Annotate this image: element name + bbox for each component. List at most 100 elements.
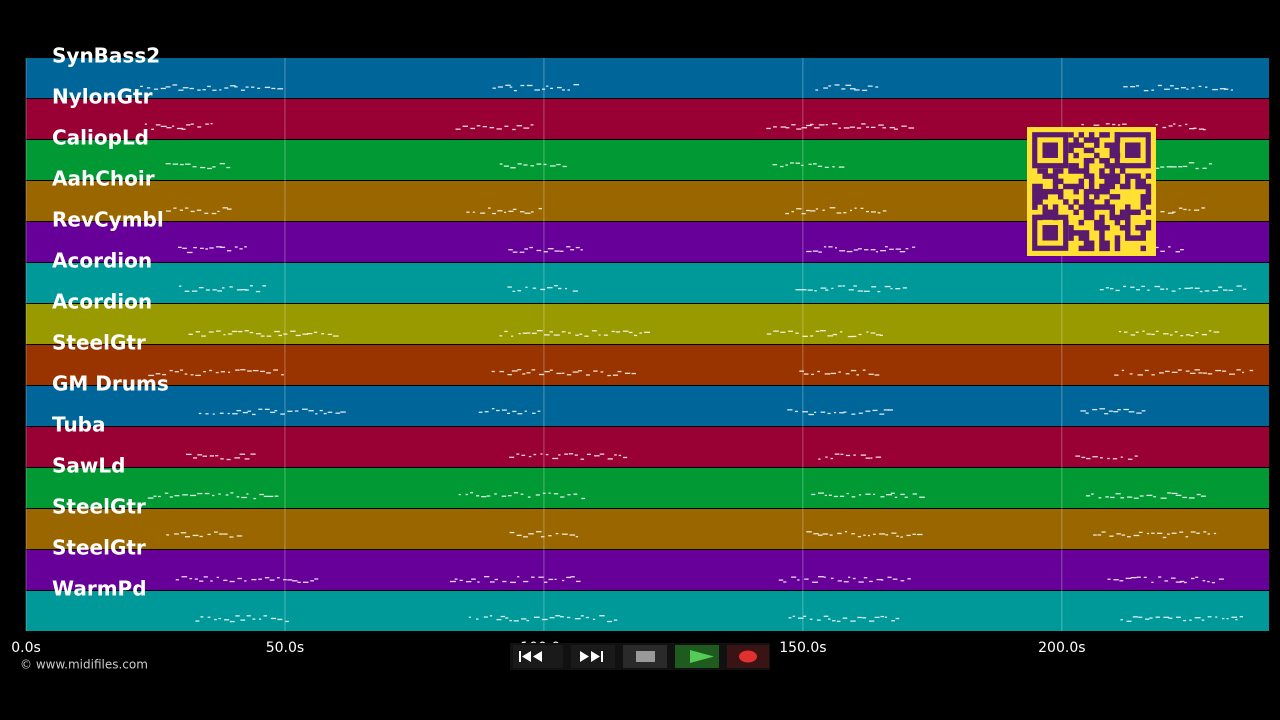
- note: [888, 409, 893, 411]
- note: [1188, 209, 1191, 211]
- note: [478, 411, 483, 413]
- note: [1135, 331, 1139, 333]
- qr-cell: [1088, 214, 1095, 221]
- note: [302, 408, 308, 410]
- note: [234, 246, 238, 248]
- qr-cell: [1073, 188, 1079, 195]
- qr-cell: [1114, 214, 1121, 221]
- note: [1164, 580, 1169, 582]
- rewind-button[interactable]: [513, 645, 563, 668]
- note: [205, 248, 209, 250]
- fast-forward-button[interactable]: [571, 645, 615, 668]
- note: [244, 246, 247, 248]
- qr-cell: [1052, 204, 1059, 210]
- note: [857, 616, 862, 619]
- note: [1119, 580, 1124, 582]
- note: [564, 287, 568, 290]
- note: [524, 212, 531, 214]
- record-button[interactable]: [727, 645, 769, 668]
- qr-cell: [1047, 209, 1054, 216]
- note: [519, 251, 525, 253]
- note: [1236, 369, 1241, 371]
- note: [258, 578, 262, 580]
- track-lane: [26, 591, 1269, 631]
- qr-cell: [1057, 194, 1064, 200]
- note: [249, 331, 254, 334]
- note: [1213, 532, 1217, 535]
- note: [1207, 580, 1210, 583]
- qr-cell: [1140, 194, 1146, 200]
- note: [205, 413, 209, 415]
- note: [1107, 457, 1110, 460]
- qr-cell: [1088, 137, 1095, 143]
- note: [1236, 285, 1242, 287]
- note: [1085, 495, 1091, 497]
- note: [297, 581, 301, 583]
- note: [1162, 126, 1167, 129]
- play-button[interactable]: [675, 645, 719, 668]
- note: [266, 372, 271, 374]
- qr-cell: [1109, 194, 1116, 200]
- note: [327, 333, 333, 336]
- note: [870, 332, 876, 334]
- qr-cell: [1109, 204, 1116, 210]
- qr-cell: [1109, 173, 1116, 179]
- note: [1135, 289, 1140, 291]
- note: [870, 457, 873, 459]
- track-lane: [26, 550, 1269, 590]
- note: [860, 454, 867, 456]
- note: [147, 497, 154, 499]
- note: [533, 616, 540, 618]
- note: [1165, 288, 1168, 290]
- note: [205, 289, 210, 291]
- note: [1151, 532, 1155, 534]
- note: [153, 495, 157, 497]
- note: [1136, 576, 1141, 578]
- tick-label: 200.0s: [1038, 640, 1085, 656]
- note: [869, 620, 875, 622]
- note: [593, 370, 598, 372]
- qr-cell: [1104, 183, 1110, 190]
- note: [1164, 88, 1170, 90]
- note: [219, 89, 222, 91]
- note: [884, 246, 888, 248]
- qr-cell: [1109, 168, 1116, 174]
- note: [251, 86, 255, 88]
- note: [840, 453, 844, 455]
- note: [1195, 331, 1199, 334]
- qr-cell: [1083, 173, 1090, 179]
- note: [866, 331, 869, 333]
- note: [554, 250, 560, 252]
- note: [535, 531, 542, 533]
- note: [564, 453, 569, 455]
- note: [1168, 125, 1173, 127]
- note: [872, 409, 878, 412]
- stop-button[interactable]: [623, 645, 667, 668]
- note: [528, 455, 532, 458]
- note: [810, 210, 816, 212]
- note: [905, 248, 909, 250]
- note: [1156, 532, 1163, 534]
- qr-cell: [1083, 163, 1090, 169]
- note: [574, 618, 581, 620]
- note: [877, 290, 881, 293]
- note: [332, 335, 339, 337]
- note: [575, 536, 579, 538]
- qr-cell: [1094, 194, 1100, 200]
- note: [813, 533, 819, 535]
- qr-cell: [1052, 178, 1059, 185]
- note: [1112, 458, 1118, 460]
- note: [1135, 85, 1140, 87]
- note: [561, 331, 566, 333]
- note: [1118, 330, 1122, 333]
- note: [1190, 531, 1196, 533]
- note: [508, 210, 514, 213]
- qr-cell: [1078, 132, 1085, 138]
- note: [1165, 370, 1170, 373]
- note: [513, 89, 517, 92]
- note: [1153, 496, 1156, 498]
- note: [568, 453, 574, 455]
- note: [236, 496, 240, 498]
- qr-cell: [1109, 147, 1116, 154]
- qr-cell: [1052, 173, 1059, 179]
